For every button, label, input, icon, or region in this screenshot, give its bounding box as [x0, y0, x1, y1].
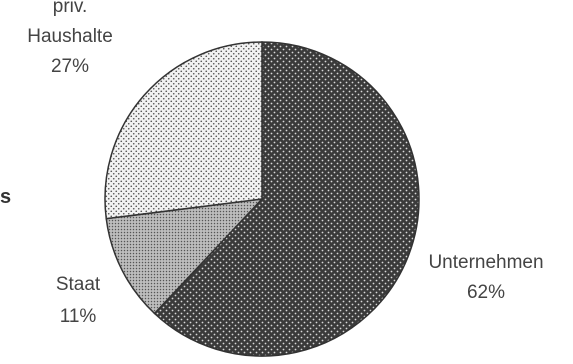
slice-label-priv-haushalte: priv. Haushalte 27% [27, 0, 113, 77]
pie-slice-priv-haushalte [104, 41, 263, 220]
pie-slice-unternehmen [153, 41, 420, 357]
slice-label-line-priv-haushalte: Haushalte [27, 26, 113, 47]
labels-layer: Unternehmen 62% Staat 11% priv. Haushalte 27% [27, 0, 543, 327]
slice-value-priv-haushalte: 27% [51, 56, 89, 77]
edge-text: s [0, 186, 11, 208]
slice-label-line-priv-haushalte: priv. [53, 0, 87, 17]
slice-label-unternehmen: Unternehmen 62% [428, 252, 543, 303]
pie-slice-staat [105, 197, 264, 315]
slice-label-line-staat: Staat [56, 274, 101, 295]
slice-value-staat: 11% [60, 306, 97, 327]
slices-layer [104, 41, 420, 357]
slice-value-unternehmen: 62% [467, 282, 505, 303]
slice-label-line-unternehmen: Unternehmen [428, 252, 543, 273]
slice-label-staat: Staat 11% [56, 274, 101, 327]
